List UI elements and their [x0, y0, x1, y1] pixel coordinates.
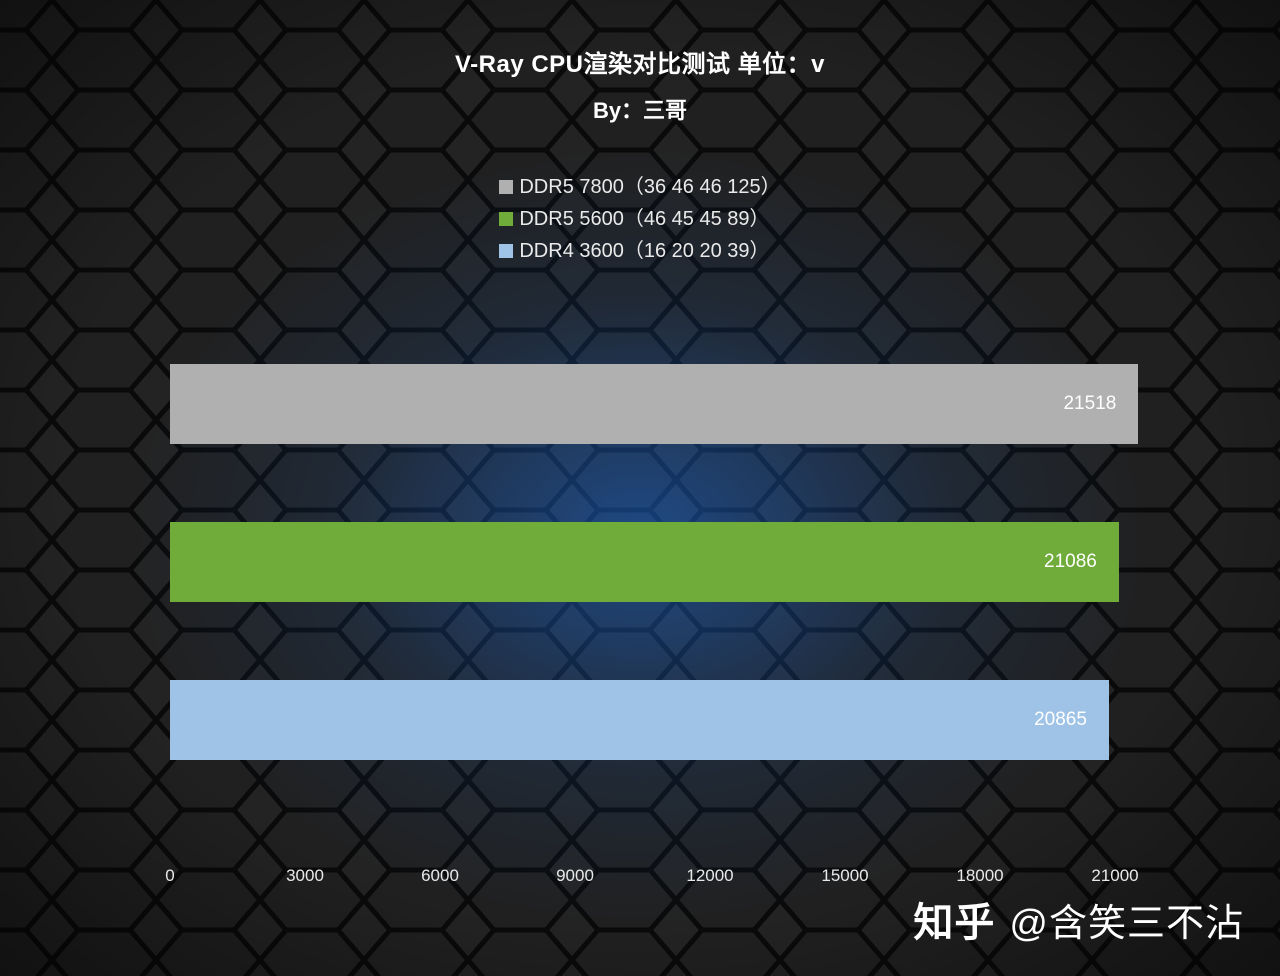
- x-tick-label: 3000: [286, 866, 324, 886]
- plot-area: 215182108620865 030006000900012000150001…: [170, 300, 1160, 856]
- bar: 20865: [170, 680, 1109, 760]
- legend-item: DDR5 7800（36 46 46 125）: [499, 171, 780, 203]
- watermark-text: @含笑三不沾: [1009, 892, 1244, 947]
- x-tick-label: 0: [165, 866, 174, 886]
- watermark: 知乎 @含笑三不沾: [913, 890, 1244, 948]
- bar-value-label: 21086: [1044, 551, 1097, 573]
- x-tick-label: 12000: [686, 866, 733, 886]
- legend-label: DDR4 3600（16 20 20 39）: [519, 235, 769, 267]
- legend-label: DDR5 5600（46 45 45 89）: [519, 203, 769, 235]
- bar: 21086: [170, 522, 1119, 602]
- bar-value-label: 21518: [1063, 393, 1116, 415]
- legend-swatch-icon: [499, 180, 513, 194]
- legend-swatch-icon: [499, 244, 513, 258]
- zhihu-logo-icon: 知乎: [913, 890, 995, 948]
- bar-value-label: 20865: [1034, 709, 1087, 731]
- bars-container: 21518 21086 20865: [170, 300, 1160, 856]
- x-tick-label: 18000: [956, 866, 1003, 886]
- x-tick-label: 9000: [556, 866, 594, 886]
- x-tick-label: 6000: [421, 866, 459, 886]
- bar: 21518: [170, 364, 1138, 444]
- legend-item: DDR5 5600（46 45 45 89）: [499, 203, 780, 235]
- legend: DDR5 7800（36 46 46 125）DDR5 5600（46 45 4…: [499, 171, 780, 267]
- x-tick-label: 15000: [821, 866, 868, 886]
- legend-swatch-icon: [499, 212, 513, 226]
- title-block: V-Ray CPU渲染对比测试 单位：v By：三哥: [0, 0, 1280, 125]
- chart-title: V-Ray CPU渲染对比测试 单位：v: [0, 44, 1280, 79]
- x-tick-label: 21000: [1091, 866, 1138, 886]
- legend-item: DDR4 3600（16 20 20 39）: [499, 235, 780, 267]
- chart-subtitle: By：三哥: [0, 93, 1280, 125]
- legend-label: DDR5 7800（36 46 46 125）: [519, 171, 780, 203]
